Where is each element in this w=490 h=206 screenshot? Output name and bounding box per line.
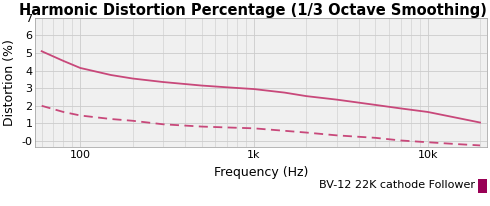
X-axis label: Frequency (Hz): Frequency (Hz) <box>214 165 308 179</box>
Y-axis label: Distortion (%): Distortion (%) <box>3 39 16 126</box>
Text: Harmonic Distortion Percentage (1/3 Octave Smoothing): Harmonic Distortion Percentage (1/3 Octa… <box>19 3 487 18</box>
Text: BV-12 22K cathode Follower: BV-12 22K cathode Follower <box>319 179 475 190</box>
